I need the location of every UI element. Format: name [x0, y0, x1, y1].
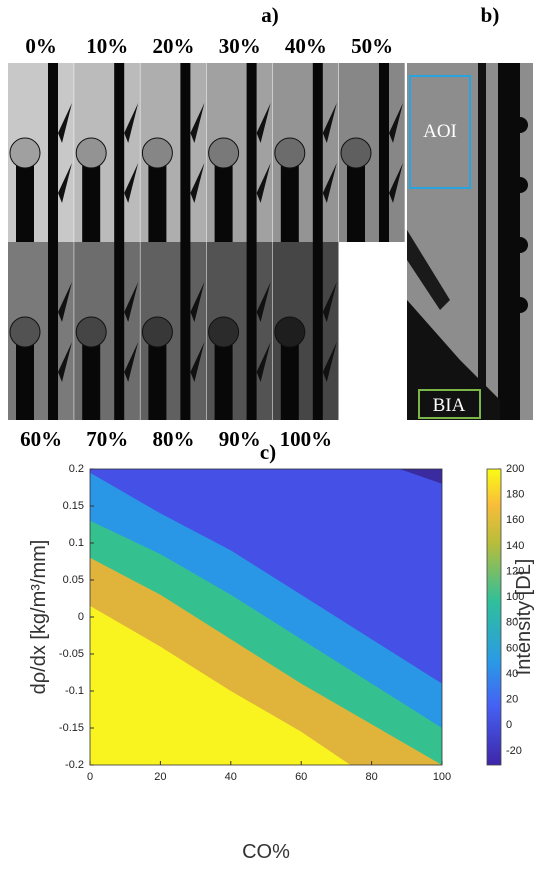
percent-label: 20% [153, 34, 195, 58]
colorbar-tick-label: 200 [506, 463, 524, 475]
y-tick-label: 0.05 [63, 574, 84, 586]
colorbar-tick-label: 180 [506, 489, 524, 501]
tile-bar [247, 63, 257, 242]
percent-label: 90% [219, 427, 261, 451]
tile-sphere [76, 317, 106, 347]
y-tick-label: -0.15 [59, 722, 84, 734]
tile-post [82, 158, 100, 242]
y-tick-label: -0.1 [65, 685, 84, 697]
bia-label: BIA [433, 395, 466, 416]
y-tick-label: -0.2 [65, 759, 84, 771]
contour-chart: 0 20 40 60 80 100 -0.2 -0.15 -0.1 -0.05 0 0.05 0.1 0.… [28, 463, 535, 863]
percent-label: 10% [86, 34, 128, 58]
tile-bar [313, 242, 323, 420]
tile-post [281, 337, 299, 420]
percent-label: 100% [280, 427, 333, 451]
x-tick-label: 40 [225, 771, 237, 783]
tile-post [16, 158, 34, 242]
x-tick-label: 100 [433, 771, 451, 783]
y-tick-label: 0.2 [69, 463, 84, 475]
tile-post [215, 158, 233, 242]
tile-bar [114, 63, 124, 242]
panel-label: c) [260, 440, 276, 464]
tile-sphere [209, 317, 239, 347]
tile-sphere [341, 138, 371, 168]
percent-label: 60% [20, 427, 62, 451]
colorbar-tick-label: -20 [506, 745, 522, 757]
tile-sphere [142, 317, 172, 347]
tile-sphere [209, 138, 239, 168]
x-tick-label: 80 [365, 771, 377, 783]
percent-label: 30% [219, 34, 261, 58]
tile-bar [180, 242, 190, 420]
tile-bar [48, 242, 58, 420]
tile-sphere [275, 138, 305, 168]
tile-sphere [275, 317, 305, 347]
tile-bar [48, 63, 58, 242]
panel-label: a) [261, 3, 279, 27]
tile-post [82, 337, 100, 420]
y-tick-label: -0.05 [59, 648, 84, 660]
colorbar-label: Intensity [DL] [513, 559, 535, 676]
colorbar-tick-label: 20 [506, 694, 518, 706]
aoi-label: AOI [423, 121, 457, 142]
colorbar [487, 469, 501, 765]
y-axis-label: dρ/dx [kg/m³/mm] [28, 540, 50, 695]
tile-sphere [10, 138, 40, 168]
tile-post [215, 337, 233, 420]
figure: a) b) c) AOI BIA 0 20 40 60 80 100 -0.2 -0.15 -0… [0, 0, 537, 874]
image-grid [8, 63, 405, 420]
x-axis-label: CO% [242, 841, 290, 863]
x-tick-label: 60 [295, 771, 307, 783]
y-tick-label: 0 [78, 611, 84, 623]
x-tick-label: 0 [87, 771, 93, 783]
tile-post [347, 158, 365, 242]
panel-label: b) [481, 3, 500, 27]
tile-post [148, 337, 166, 420]
percent-label: 70% [86, 427, 128, 451]
tile-sphere [10, 317, 40, 347]
tile-post [148, 158, 166, 242]
percent-label: 40% [285, 34, 327, 58]
percent-label: 50% [351, 34, 393, 58]
y-tick-label: 0.1 [69, 537, 84, 549]
colorbar-tick-label: 0 [506, 719, 512, 731]
tile-post [281, 158, 299, 242]
y-tick-label: 0.15 [63, 500, 84, 512]
tile-sphere [76, 138, 106, 168]
percent-label: 0% [25, 34, 57, 58]
tile-sphere [142, 138, 172, 168]
percent-label: 80% [153, 427, 195, 451]
tile-bar [180, 63, 190, 242]
tile-bar [379, 63, 389, 242]
x-tick-label: 20 [154, 771, 166, 783]
tile-bar [247, 242, 257, 420]
tile-bar [114, 242, 124, 420]
tile-post [16, 337, 34, 420]
panel-b-image: AOI BIA [407, 63, 533, 420]
tile-bar [313, 63, 323, 242]
colorbar-tick-label: 140 [506, 540, 524, 552]
colorbar-tick-label: 160 [506, 514, 524, 526]
